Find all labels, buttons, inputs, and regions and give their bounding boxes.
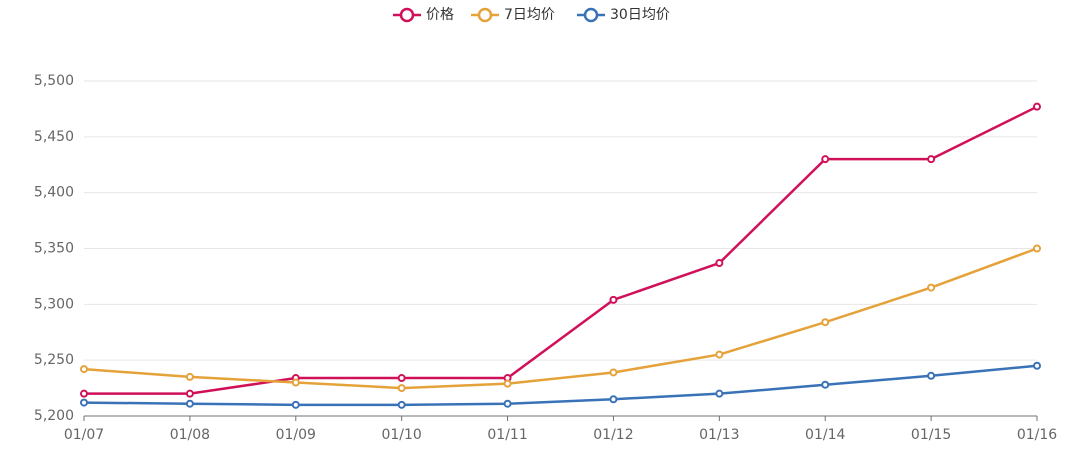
data-point: [609, 395, 618, 404]
data-point: [609, 368, 618, 377]
data-point: [927, 155, 936, 164]
legend-marker: [399, 7, 415, 23]
x-tick-label: 01/07: [64, 427, 104, 443]
x-tick-label: 01/14: [805, 427, 845, 443]
data-point: [185, 389, 194, 398]
legend-marker: [583, 7, 599, 23]
data-point: [1033, 361, 1041, 370]
series-line: [84, 105, 1038, 395]
data-point: [80, 398, 88, 407]
legend: 价格 7日均价 30日均价: [393, 7, 670, 23]
x-tick-label: 01/11: [487, 427, 527, 443]
x-tick-label: 01/16: [1017, 427, 1057, 443]
x-tick-label: 01/08: [170, 427, 210, 443]
data-point: [715, 350, 724, 359]
data-point: [821, 380, 830, 389]
x-tick-label: 01/15: [911, 427, 951, 443]
data-point: [397, 374, 406, 383]
series-line: [83, 247, 1038, 390]
data-point: [715, 389, 724, 398]
y-tick-label: 5,350: [34, 241, 74, 257]
y-tick-label: 5,400: [34, 185, 74, 201]
data-point: [927, 283, 936, 292]
data-point: [397, 400, 406, 409]
data-point: [185, 399, 194, 408]
data-point: [715, 259, 724, 268]
y-tick-label: 5,450: [34, 129, 74, 145]
data-point: [1033, 102, 1041, 111]
data-point: [503, 379, 512, 388]
y-tick-label: 5,200: [34, 408, 74, 424]
data-point: [1033, 244, 1041, 253]
data-point: [291, 378, 300, 387]
legend-label: 7日均价: [504, 7, 555, 23]
data-point: [821, 318, 830, 327]
legend-label: 30日均价: [610, 7, 670, 23]
x-tick-label: 01/13: [699, 427, 739, 443]
legend-label: 价格: [426, 7, 454, 23]
data-point: [291, 400, 300, 409]
data-point: [80, 389, 88, 398]
y-tick-label: 5,300: [34, 296, 74, 312]
y-tick-label: 5,500: [34, 73, 74, 89]
data-point: [927, 371, 936, 380]
data-point: [609, 295, 618, 304]
x-tick-label: 01/10: [381, 427, 421, 443]
data-point: [503, 399, 512, 408]
series-line: [83, 364, 1038, 407]
x-tick-label: 01/09: [276, 427, 316, 443]
data-point: [80, 365, 88, 374]
y-tick-label: 5,250: [34, 352, 74, 368]
data-point: [821, 155, 830, 164]
legend-marker: [477, 7, 493, 23]
x-tick-label: 01/12: [593, 427, 633, 443]
data-point: [397, 384, 406, 393]
data-point: [185, 372, 194, 381]
